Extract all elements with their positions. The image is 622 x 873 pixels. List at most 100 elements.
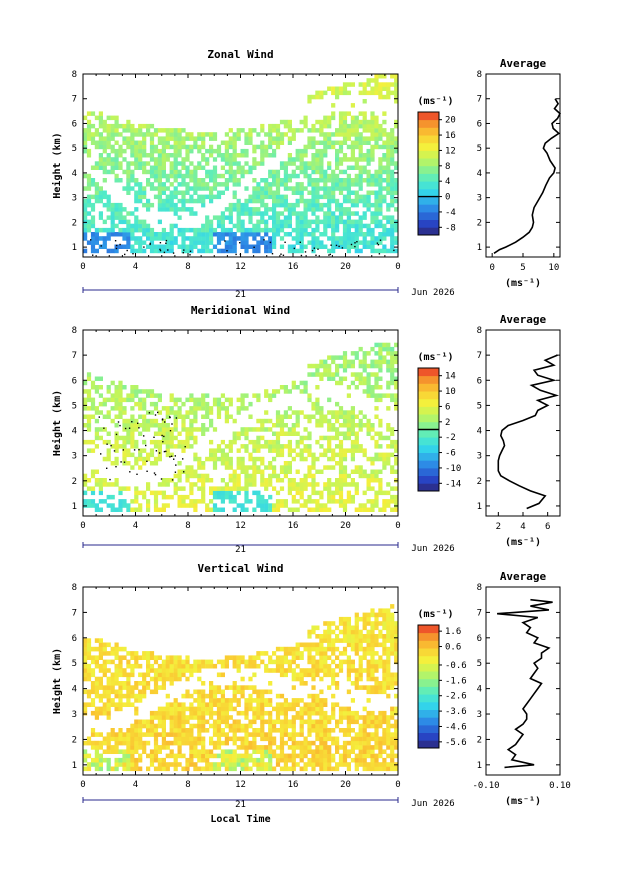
heatmap-cell (323, 766, 328, 772)
heatmap-cell (386, 232, 391, 237)
heatmap-cell (189, 144, 194, 150)
heatmap-cell (142, 456, 147, 462)
heatmap-cell (335, 646, 340, 652)
heatmap-cell (275, 435, 281, 441)
heatmap-cell (331, 190, 336, 195)
heatmap-cell (146, 740, 151, 746)
heatmap-cell (161, 762, 166, 767)
heatmap-cell (228, 494, 233, 500)
heatmap-cell (201, 465, 206, 470)
heatmap-cell (390, 244, 395, 249)
heatmap-cell (228, 465, 233, 470)
heatmap-cell (98, 499, 103, 504)
heatmap-cell (362, 766, 367, 772)
heatmap-cell (126, 766, 131, 772)
heatmap-cell (197, 248, 202, 254)
heatmap-cell (283, 414, 288, 419)
heatmap-cell (157, 232, 162, 237)
heatmap-cell (319, 173, 324, 179)
heatmap-cell (327, 655, 332, 660)
heatmap-cell (106, 448, 111, 453)
heatmap-cell (86, 186, 92, 191)
heatmap-cell (374, 651, 379, 656)
heatmap-cell (291, 173, 296, 179)
heatmap-cell (299, 753, 304, 759)
heatmap-cell (287, 753, 292, 759)
heatmap-cell (358, 646, 363, 652)
heatmap-cell (173, 236, 178, 241)
heatmap-cell (181, 182, 186, 187)
heatmap-cell (165, 194, 170, 200)
heatmap-cell (94, 685, 99, 690)
heatmap-cell (272, 244, 277, 249)
heatmap-cell (169, 668, 174, 673)
heatmap-cell (232, 132, 237, 137)
profile-y-tick-label: 3 (477, 452, 482, 462)
heatmap-cell (390, 672, 395, 678)
heatmap-cell (256, 144, 261, 150)
heatmap-cell (272, 178, 277, 183)
heatmap-cell (228, 715, 233, 720)
heatmap-cell (209, 681, 214, 686)
heatmap-cell (122, 757, 127, 763)
heatmap-cell (240, 753, 245, 759)
heatmap-cell (315, 423, 320, 428)
heatmap-cell (394, 248, 399, 254)
heatmap-cell (315, 190, 320, 195)
heatmap-cell (311, 486, 316, 491)
heatmap-cell (390, 128, 395, 133)
heatmap-cell (102, 128, 107, 133)
heatmap-cell (382, 651, 387, 656)
heatmap-cell (90, 486, 96, 491)
heatmap-cell (346, 668, 351, 673)
heatmap-cell (346, 715, 351, 720)
heatmap-cell (189, 753, 194, 759)
heatmap-cell (366, 169, 371, 175)
heatmap-cell (350, 140, 355, 145)
heatmap-cell (110, 393, 115, 398)
heatmap-cell (126, 672, 131, 678)
heatmap-cell (374, 634, 379, 639)
heatmap-cell (177, 232, 182, 237)
heatmap-cell (118, 757, 123, 763)
heatmap-cell (299, 190, 304, 195)
contour-dot (377, 244, 380, 246)
heatmap-cell (94, 766, 99, 772)
heatmap-cell (169, 190, 174, 195)
heatmap-cell (244, 427, 249, 432)
heatmap-cell (303, 499, 308, 504)
heatmap-cell (327, 144, 332, 150)
heatmap-cell (374, 136, 379, 141)
heatmap-cell (315, 157, 320, 162)
heatmap-cell (331, 86, 336, 91)
heatmap-cell (98, 119, 103, 125)
heatmap-cell (358, 410, 363, 415)
heatmap-cell (378, 128, 383, 133)
heatmap-cell (323, 153, 328, 158)
heatmap-cell (189, 444, 194, 449)
heatmap-cell (205, 148, 210, 154)
heatmap-cell (366, 78, 371, 83)
heatmap-cell (295, 710, 300, 716)
heatmap-cell (331, 376, 336, 381)
heatmap-cell (106, 207, 111, 212)
heatmap-cell (232, 161, 237, 166)
heatmap-cell (161, 244, 166, 249)
heatmap-cell (122, 140, 127, 145)
heatmap-cell (354, 715, 359, 720)
heatmap-cell (193, 698, 198, 703)
heatmap-cell (228, 397, 233, 403)
heatmap-cell (382, 749, 387, 754)
heatmap-cell (165, 186, 170, 191)
heatmap-cell (90, 469, 96, 474)
heatmap-cell (370, 190, 375, 195)
heatmap-cell (181, 719, 186, 725)
heatmap-cell (279, 745, 285, 750)
heatmap-cell (311, 372, 316, 377)
contour-dot (335, 244, 338, 247)
heatmap-cell (260, 236, 265, 241)
heatmap-cell (149, 123, 155, 129)
heatmap-cell (138, 736, 143, 742)
heatmap-cell (358, 715, 363, 720)
heatmap-cell (209, 418, 214, 424)
